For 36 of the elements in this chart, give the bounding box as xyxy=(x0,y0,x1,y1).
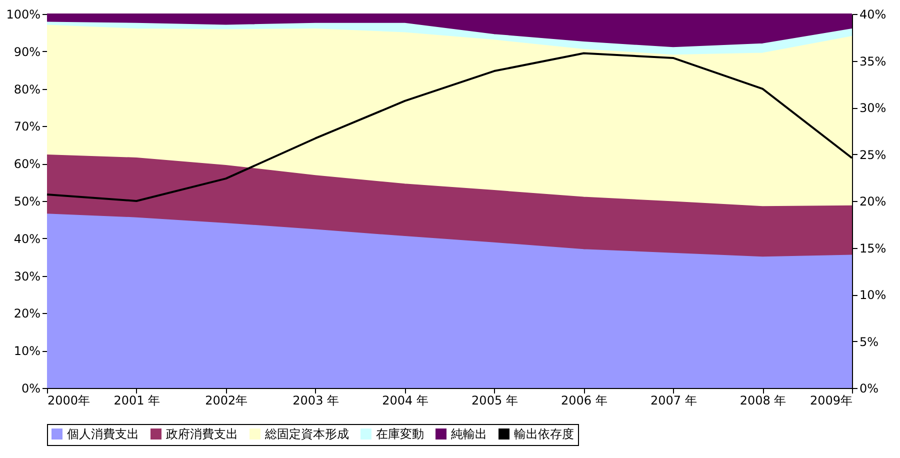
x-tick-label: 2002年 xyxy=(205,394,248,408)
y2-tick-label: 40% xyxy=(860,8,886,22)
y2-tick-label: 5% xyxy=(860,334,879,349)
y2-tick-label: 20% xyxy=(860,194,886,208)
x-tick-label: 2000年 xyxy=(48,394,90,408)
y-tick-label: 0% xyxy=(21,382,40,396)
y-tick-label: 40% xyxy=(14,232,40,246)
y-tick-label: 70% xyxy=(14,120,40,134)
y2-tick-label: 0% xyxy=(860,382,879,396)
y-tick-label: 10% xyxy=(14,344,40,358)
legend-label: 輸出依存度 xyxy=(514,427,574,441)
y-tick-label: 50% xyxy=(14,194,40,208)
y-tick-label: 100% xyxy=(6,8,40,22)
y2-tick-label: 10% xyxy=(860,288,886,302)
y2-tick-label: 25% xyxy=(860,148,886,162)
legend-label: 総固定資本形成 xyxy=(264,427,349,441)
legend-label: 政府消費支出 xyxy=(166,427,238,441)
y2-tick-label: 30% xyxy=(860,101,886,115)
x-tick-label: 2006 年 xyxy=(560,394,608,408)
y-tick-label: 90% xyxy=(14,44,40,59)
x-tick-label: 2003 年 xyxy=(292,394,340,408)
y-tick-label: 30% xyxy=(14,269,40,284)
legend-label: 純輸出 xyxy=(451,427,487,441)
y2-tick-label: 35% xyxy=(860,54,886,68)
x-tick-label: 2008 年 xyxy=(740,394,786,408)
x-tick-label: 2005 年 xyxy=(472,394,518,408)
x-tick-label: 2009年 xyxy=(810,394,852,408)
legend-label: 個人消費支出 xyxy=(67,427,139,441)
y-tick-label: 20% xyxy=(14,306,40,321)
x-tick-label: 2004 年 xyxy=(382,394,428,408)
y2-tick-label: 15% xyxy=(860,241,886,256)
legend-label: 在庫変動 xyxy=(376,427,424,441)
y-tick-label: 60% xyxy=(14,157,40,172)
y-tick-label: 80% xyxy=(14,82,40,96)
x-tick-label: 2001 年 xyxy=(114,394,160,408)
x-tick-label: 2007 年 xyxy=(650,394,697,408)
